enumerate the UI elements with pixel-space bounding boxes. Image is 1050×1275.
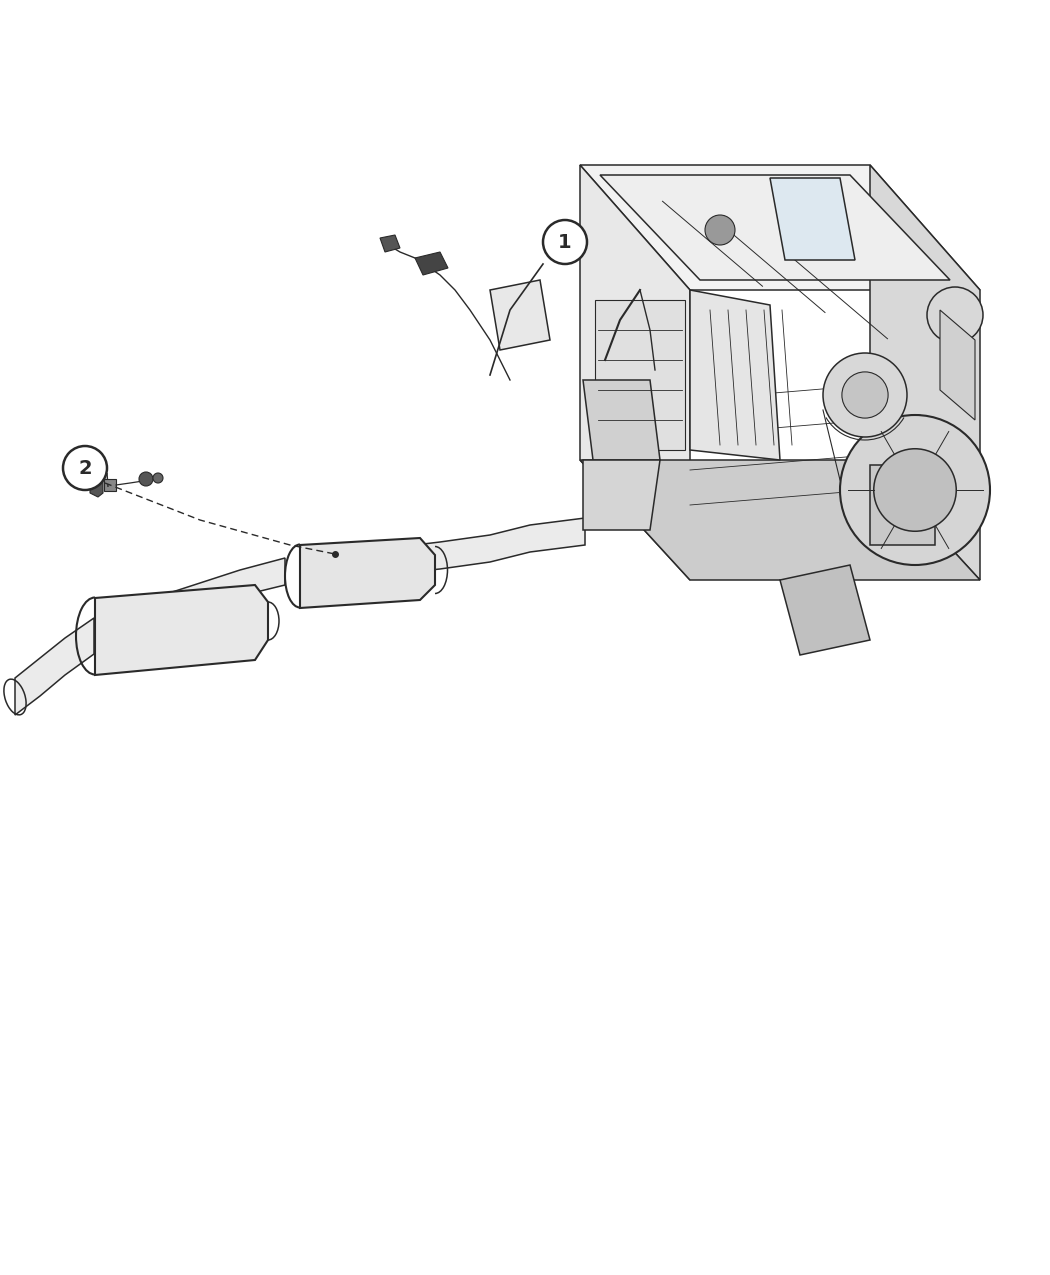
Polygon shape xyxy=(870,164,980,580)
Polygon shape xyxy=(870,465,934,544)
Polygon shape xyxy=(580,164,980,289)
Polygon shape xyxy=(780,565,870,655)
Polygon shape xyxy=(595,300,685,450)
Circle shape xyxy=(874,449,957,532)
Polygon shape xyxy=(104,479,116,491)
Polygon shape xyxy=(90,473,103,497)
Text: 1: 1 xyxy=(559,232,572,251)
Polygon shape xyxy=(690,289,780,460)
Circle shape xyxy=(927,287,983,343)
Circle shape xyxy=(139,472,153,486)
Polygon shape xyxy=(580,164,690,580)
Polygon shape xyxy=(580,460,980,580)
Circle shape xyxy=(705,215,735,245)
Circle shape xyxy=(823,353,907,437)
Polygon shape xyxy=(380,235,400,252)
Polygon shape xyxy=(583,380,660,460)
Polygon shape xyxy=(300,538,435,608)
Circle shape xyxy=(543,221,587,264)
Polygon shape xyxy=(94,585,268,674)
Polygon shape xyxy=(770,179,855,260)
Polygon shape xyxy=(490,280,550,351)
Text: 2: 2 xyxy=(78,459,91,478)
Polygon shape xyxy=(600,175,950,280)
Circle shape xyxy=(842,372,888,418)
Circle shape xyxy=(153,473,163,483)
Polygon shape xyxy=(300,518,585,584)
Polygon shape xyxy=(583,460,660,530)
Circle shape xyxy=(63,446,107,490)
Polygon shape xyxy=(940,310,975,419)
Polygon shape xyxy=(15,618,94,715)
Polygon shape xyxy=(160,558,285,622)
Polygon shape xyxy=(415,252,448,275)
Circle shape xyxy=(840,414,990,565)
